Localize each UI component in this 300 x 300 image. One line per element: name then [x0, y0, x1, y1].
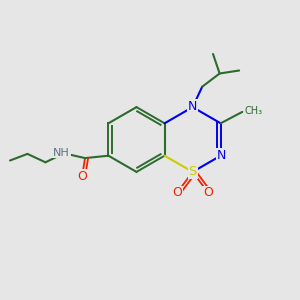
Text: N: N: [188, 100, 197, 113]
Text: O: O: [172, 186, 182, 200]
Text: CH₃: CH₃: [244, 106, 262, 116]
Text: N: N: [217, 149, 226, 162]
Text: O: O: [203, 186, 213, 200]
Text: S: S: [188, 165, 197, 178]
Text: NH: NH: [53, 148, 70, 158]
Text: O: O: [77, 170, 87, 183]
